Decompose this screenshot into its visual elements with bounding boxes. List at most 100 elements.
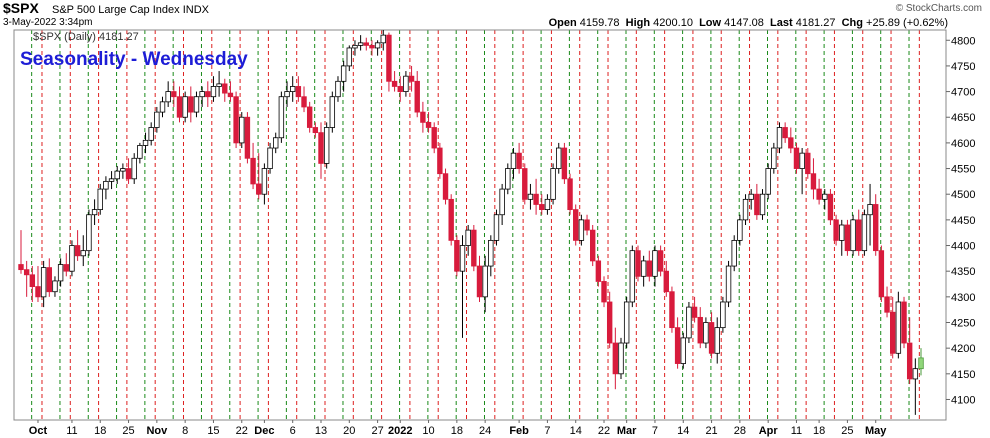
candle-up	[380, 34, 386, 44]
candle-down	[397, 86, 403, 92]
low-value: 4147.08	[724, 17, 764, 29]
candle-up	[544, 198, 551, 211]
candle-down	[306, 106, 313, 128]
candle-down	[573, 209, 579, 241]
candle-up	[103, 180, 109, 190]
candle-up	[465, 229, 471, 246]
candle-up	[759, 193, 766, 216]
candle-up	[86, 214, 92, 252]
candle-up	[284, 91, 290, 98]
candle-down	[697, 316, 703, 344]
x-tick-label: 24	[479, 425, 491, 437]
candle-down	[635, 250, 641, 277]
candle-down	[663, 270, 669, 293]
candle-down	[884, 296, 890, 313]
candle-down	[516, 152, 522, 169]
candle-down	[595, 260, 602, 282]
candle-down	[420, 111, 426, 123]
candle-down	[889, 311, 896, 354]
x-tick-label: 25	[122, 425, 134, 437]
candle-down	[46, 267, 53, 293]
candle-up	[97, 188, 103, 211]
candles	[18, 30, 924, 415]
x-tick-label: 18	[451, 425, 463, 437]
candle-up	[403, 75, 409, 92]
candle-down	[691, 306, 698, 318]
candle-up	[273, 137, 279, 149]
candle-down	[318, 132, 324, 164]
candle-down	[295, 86, 302, 98]
x-tick-label: Nov	[146, 425, 168, 437]
open-label: Open	[548, 17, 577, 29]
x-tick-label: 14	[570, 425, 582, 437]
x-tick-label: 14	[677, 425, 689, 437]
candle-down	[454, 239, 460, 272]
candle-down	[844, 224, 851, 252]
candle-down	[606, 301, 613, 344]
candle-down	[612, 342, 619, 375]
y-tick-label: 4450	[951, 215, 975, 227]
candle-down	[816, 188, 822, 200]
candle-up	[352, 44, 358, 49]
candle-down	[391, 80, 398, 87]
y-tick-label: 4800	[951, 35, 975, 47]
x-tick-label: Apr	[759, 425, 779, 437]
last-value: 4181.27	[795, 17, 836, 29]
candle-up	[289, 86, 296, 92]
candle-down	[74, 245, 81, 257]
quote-datetime: 3-May-2022 3:34pm	[3, 17, 93, 28]
candle-up	[148, 127, 154, 141]
candle-up	[91, 209, 98, 216]
candle-down	[386, 34, 392, 82]
candle-up	[867, 204, 873, 216]
y-tick-label: 4500	[951, 189, 975, 201]
candle-up	[799, 152, 805, 169]
x-tick-label: 11	[791, 425, 802, 437]
x-tick-label: 6	[290, 425, 296, 437]
candle-down	[414, 80, 420, 113]
candle-down	[827, 193, 834, 221]
candle-up	[137, 145, 143, 159]
candle-up	[822, 193, 828, 200]
candle-up	[720, 301, 726, 329]
low-label: Low	[699, 17, 722, 29]
candle-down	[301, 96, 307, 108]
candle-down	[878, 250, 885, 298]
candle-down	[833, 219, 839, 241]
candle-up	[776, 127, 783, 149]
candle-down	[584, 219, 590, 231]
candle-up	[742, 198, 749, 221]
candle-up	[159, 101, 166, 113]
candle-up	[895, 301, 902, 354]
candle-up	[652, 250, 658, 277]
candle-down	[810, 173, 817, 190]
x-tick-label: 8	[182, 425, 188, 437]
chg-label: Chg	[841, 17, 863, 29]
candle-up	[108, 178, 115, 182]
candle-down	[250, 157, 256, 185]
chg-value: +25.89 (+0.62%)	[866, 17, 948, 29]
plot-frame	[13, 29, 947, 421]
candle-down	[222, 83, 228, 94]
candle-down	[29, 274, 36, 287]
candle-up	[527, 193, 534, 200]
candle-up	[510, 152, 517, 169]
candle-up	[629, 250, 636, 303]
candle-down	[471, 229, 477, 267]
candle-up	[199, 91, 205, 98]
candle-up	[725, 265, 732, 303]
candle-up	[267, 147, 273, 169]
candle-up	[357, 42, 364, 46]
candle-down	[533, 193, 539, 205]
symbol: $SPX	[3, 0, 39, 16]
candle-up	[618, 342, 624, 375]
ohlc-summary: Open 4159.78 High 4200.10 Low 4147.08 La…	[549, 16, 948, 30]
candle-down	[23, 269, 30, 276]
candle-down	[589, 229, 596, 262]
candle-down	[431, 127, 437, 149]
candle-down	[476, 265, 483, 298]
security-name-text: S&P 500 Large Cap Index	[52, 4, 180, 16]
candle-up	[765, 168, 771, 195]
candle-down	[425, 121, 432, 128]
